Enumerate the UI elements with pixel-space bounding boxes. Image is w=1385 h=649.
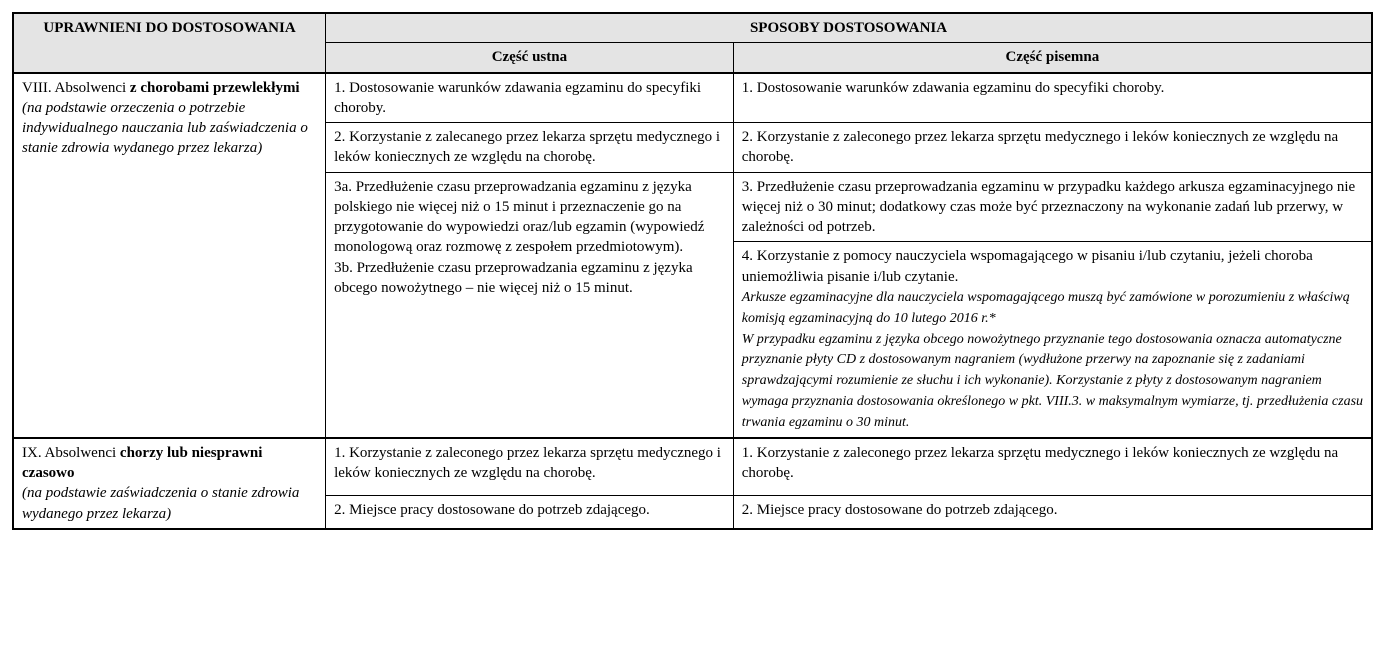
section-viii-bold: z chorobami przewlekłymi — [130, 80, 300, 96]
viii-pisemna-4-text: 4. Korzystanie z pomocy nauczyciela wspo… — [742, 248, 1313, 284]
viii-ustna-3a: 3a. Przedłużenie czasu przeprowadzania e… — [334, 179, 704, 256]
header-right: Część pisemna — [733, 43, 1372, 73]
section-ix-label: IX. Absolwenci chorzy lub niesprawni cza… — [13, 438, 326, 529]
viii-pisemna-4-note1: Arkusze egzaminacyjne dla nauczyciela ws… — [742, 290, 1350, 326]
viii-ustna-3: 3a. Przedłużenie czasu przeprowadzania e… — [326, 172, 734, 438]
viii-pisemna-2: 2. Korzystanie z zaleconego przez lekarz… — [733, 123, 1372, 173]
ix-ustna-1: 1. Korzystanie z zaleconego przez lekarz… — [326, 438, 734, 495]
viii-ustna-3b: 3b. Przedłużenie czasu przeprowadzania e… — [334, 260, 693, 296]
ix-pisemna-1: 1. Korzystanie z zaleconego przez lekarz… — [733, 438, 1372, 495]
header-mid: Część ustna — [326, 43, 734, 73]
section-ix-prefix: IX. Absolwenci — [22, 445, 120, 461]
viii-ustna-1: 1. Dostosowanie warunków zdawania egzami… — [326, 73, 734, 123]
section-ix-italic: (na podstawie zaświadczenia o stanie zdr… — [22, 485, 299, 521]
section-viii-label: VIII. Absolwenci z chorobami przewlekłym… — [13, 73, 326, 438]
viii-pisemna-4-note2: W przypadku egzaminu z języka obcego now… — [742, 332, 1363, 431]
viii-pisemna-3: 3. Przedłużenie czasu przeprowadzania eg… — [733, 172, 1372, 242]
accommodation-table: UPRAWNIENI DO DOSTOSOWANIA SPOSOBY DOSTO… — [12, 12, 1373, 530]
viii-pisemna-1: 1. Dostosowanie warunków zdawania egzami… — [733, 73, 1372, 123]
header-top-right: SPOSOBY DOSTOSOWANIA — [326, 13, 1372, 43]
viii-ustna-2: 2. Korzystanie z zalecanego przez lekarz… — [326, 123, 734, 173]
section-viii-italic: (na podstawie orzeczenia o potrzebie ind… — [22, 100, 308, 157]
header-left: UPRAWNIENI DO DOSTOSOWANIA — [13, 13, 326, 73]
ix-ustna-2: 2. Miejsce pracy dostosowane do potrzeb … — [326, 495, 734, 529]
section-viii-prefix: VIII. Absolwenci — [22, 80, 130, 96]
ix-pisemna-2: 2. Miejsce pracy dostosowane do potrzeb … — [733, 495, 1372, 529]
viii-pisemna-4: 4. Korzystanie z pomocy nauczyciela wspo… — [733, 242, 1372, 438]
